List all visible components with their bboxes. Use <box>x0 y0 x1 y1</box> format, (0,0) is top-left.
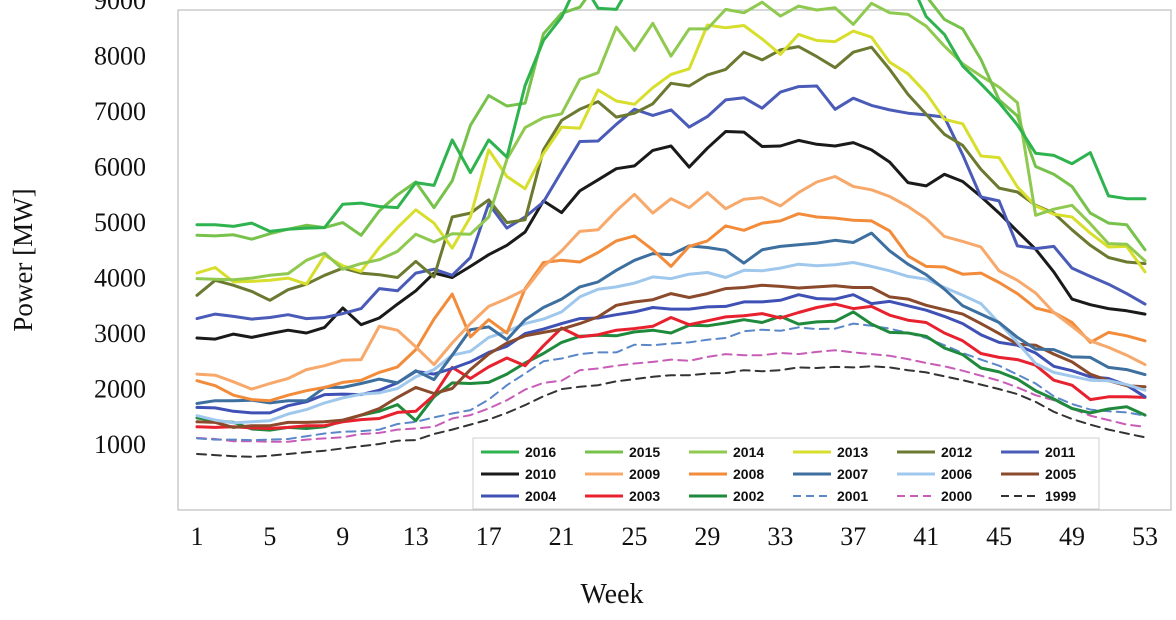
legend-label-2001: 2001 <box>837 488 868 504</box>
x-tick-label: 45 <box>986 522 1012 551</box>
series-line-2013 <box>195 23 1147 286</box>
legend-label-2010: 2010 <box>525 466 556 482</box>
y-tick-label: 8000 <box>94 42 146 71</box>
series-line-2014 <box>195 0 1147 282</box>
series-line-2009 <box>195 175 1147 391</box>
x-tick-label: 17 <box>476 522 502 551</box>
series-line-2010 <box>195 130 1147 341</box>
series-line-2015 <box>195 0 1147 252</box>
legend-label-2002: 2002 <box>733 488 764 504</box>
x-tick-label: 41 <box>913 522 939 551</box>
series-line-2008 <box>195 212 1147 403</box>
x-tick-label: 1 <box>191 522 204 551</box>
series-layer <box>195 0 1147 458</box>
legend-label-2005: 2005 <box>1045 466 1076 482</box>
y-axis-label: Power [MW] <box>8 188 38 331</box>
x-tick-label: 5 <box>263 522 276 551</box>
legend-box <box>472 437 1100 510</box>
x-tick-label: 33 <box>767 522 793 551</box>
x-tick-label: 9 <box>336 522 349 551</box>
series-line-2003 <box>195 302 1147 430</box>
y-tick-label: 3000 <box>94 319 146 348</box>
x-tick-label: 37 <box>840 522 866 551</box>
y-tick-label: 2000 <box>94 375 146 404</box>
legend-label-1999: 1999 <box>1045 488 1076 504</box>
legend-label-2013: 2013 <box>837 444 868 460</box>
x-tick-label: 13 <box>403 522 429 551</box>
x-tick-label: 49 <box>1059 522 1085 551</box>
y-tick-label: 5000 <box>94 208 146 237</box>
series-line-2001 <box>196 322 1146 442</box>
series-line-2000 <box>196 349 1146 443</box>
legend-label-2009: 2009 <box>629 466 660 482</box>
series-line-1999 <box>196 365 1146 458</box>
x-tick-label: 29 <box>694 522 720 551</box>
legend-label-2012: 2012 <box>941 444 972 460</box>
legend-label-2008: 2008 <box>733 466 764 482</box>
x-tick-label: 25 <box>622 522 648 551</box>
y-tick-label: 9000 <box>94 0 146 15</box>
y-tick-label: 4000 <box>94 264 146 293</box>
legend: 2016 2015 2014 2013 2012 2011 2010 2009 2008 2007… <box>472 437 1100 510</box>
series-line-2007 <box>195 231 1147 405</box>
x-tick-label: 53 <box>1132 522 1158 551</box>
y-tick-label: 6000 <box>94 153 146 182</box>
legend-label-2000: 2000 <box>941 488 972 504</box>
series-line-2016 <box>195 0 1147 233</box>
legend-label-2007: 2007 <box>837 466 868 482</box>
legend-label-2004: 2004 <box>525 488 556 504</box>
legend-label-2016: 2016 <box>525 444 556 460</box>
legend-label-2006: 2006 <box>941 466 972 482</box>
legend-label-2015: 2015 <box>629 444 660 460</box>
series-line-2012 <box>195 45 1147 302</box>
legend-label-2011: 2011 <box>1045 444 1076 460</box>
x-axis-label: Week <box>580 579 643 610</box>
series-line-2011 <box>195 84 1147 321</box>
legend-label-2014: 2014 <box>733 444 764 460</box>
legend-label-2003: 2003 <box>629 488 660 504</box>
series-line-2006 <box>195 261 1147 425</box>
y-tick-label: 1000 <box>94 430 146 459</box>
y-tick-label: 7000 <box>94 97 146 126</box>
x-tick-label: 21 <box>549 522 575 551</box>
axis-layer: 1000200030004000500060007000800090001000… <box>94 0 1158 551</box>
series-line-2005 <box>195 283 1147 429</box>
